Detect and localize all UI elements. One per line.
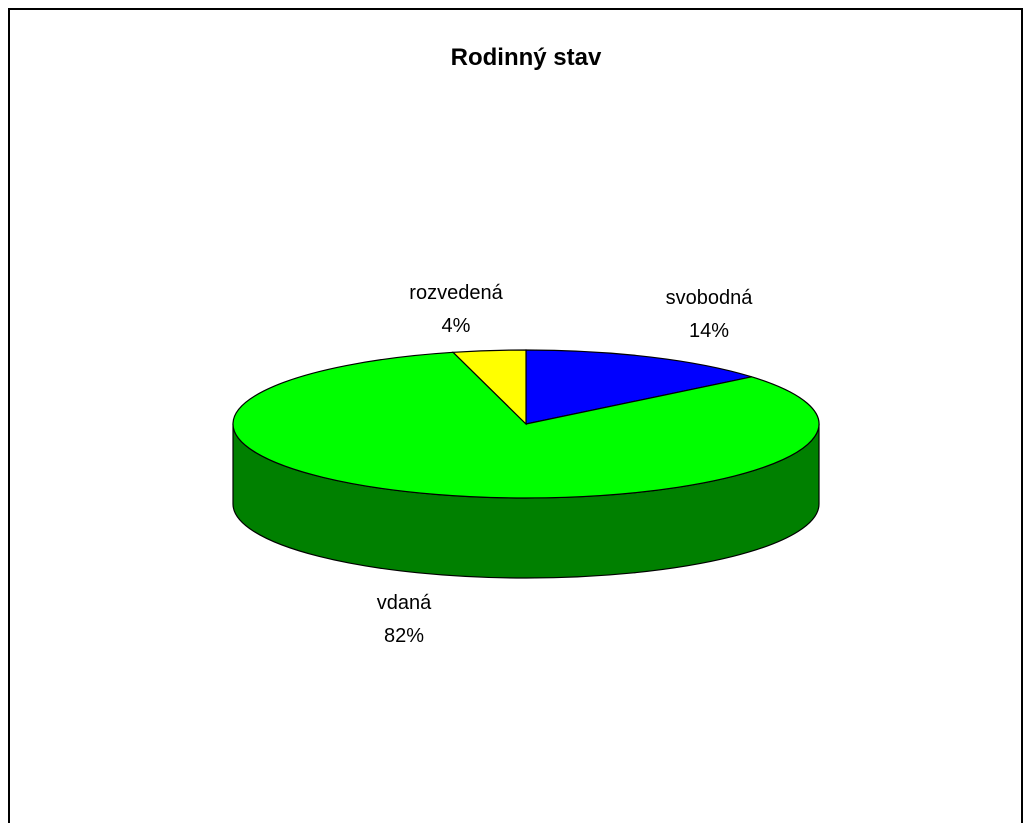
slice-name-svobodna: svobodná bbox=[666, 287, 754, 309]
pie-slice-rozvedena bbox=[451, 349, 527, 426]
slice-label-rozvedena: rozvedená 4% bbox=[409, 282, 503, 337]
slice-name-vdana: vdaná bbox=[377, 592, 432, 614]
pie-slice-vdana bbox=[232, 351, 820, 499]
slice-label-vdana: vdaná 82% bbox=[377, 592, 432, 647]
slice-label-svobodna: svobodná 14% bbox=[666, 287, 754, 342]
chart-title: Rodinný stav bbox=[451, 44, 602, 71]
slice-percent-svobodna: 14% bbox=[689, 320, 729, 342]
pie-slice-svobodna bbox=[525, 349, 752, 425]
slice-percent-vdana: 82% bbox=[384, 625, 424, 647]
slice-percent-rozvedena: 4% bbox=[442, 315, 471, 337]
pie-top bbox=[232, 349, 820, 499]
slice-name-rozvedena: rozvedená bbox=[409, 282, 503, 304]
